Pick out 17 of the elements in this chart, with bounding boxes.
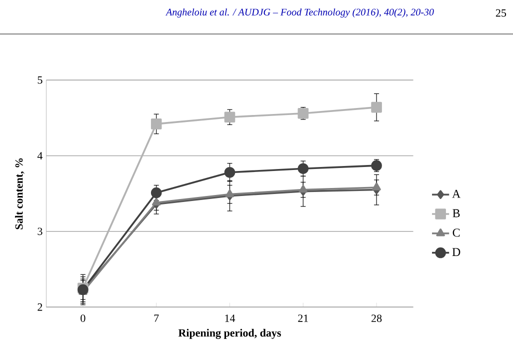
x-tick-label: 0 (80, 314, 86, 322)
y-tick-label: 2 (38, 303, 42, 311)
legend-label: B (452, 209, 460, 218)
x-tick-label: 21 (298, 314, 308, 322)
text: Angheloiu et al. / AUDJG – Food Technology (2016), 40(2), 20-30 (165, 8, 434, 18)
legend-label: D (452, 248, 460, 256)
legend-label: C (452, 228, 460, 237)
y-tick-label: 3 (38, 228, 42, 236)
x-axis-title: Ripening period, days (178, 328, 281, 339)
legend-label: A (452, 190, 461, 198)
x-tick-label: 28 (372, 314, 382, 322)
x-tick-label: 7 (154, 314, 159, 322)
y-axis-title: Salt content, % (15, 158, 24, 230)
x-tick-label: 14 (225, 314, 236, 322)
text: 25 (496, 9, 506, 17)
y-tick-label: 4 (37, 152, 43, 160)
y-tick-label: 5 (38, 76, 42, 84)
